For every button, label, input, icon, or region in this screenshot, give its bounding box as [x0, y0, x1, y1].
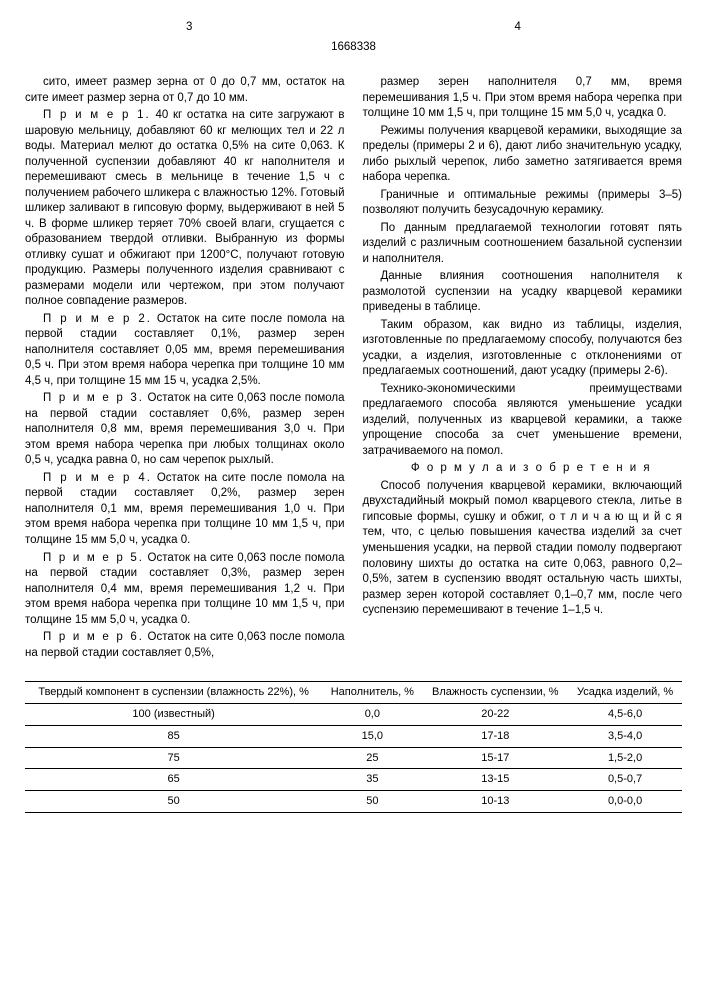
col-header: Твердый компонент в суспензии (влажность…: [25, 682, 322, 704]
para: Граничные и оптимальные режимы (примеры …: [363, 188, 683, 219]
col-header: Усадка изделий, %: [568, 682, 682, 704]
data-table: Твердый компонент в суспензии (влажность…: [25, 681, 682, 813]
example-label: П р и м е р 1.: [43, 109, 151, 121]
left-column: сито, имеет размер зерна от 0 до 0,7 мм,…: [25, 75, 345, 663]
text-columns: сито, имеет размер зерна от 0 до 0,7 мм,…: [25, 75, 682, 663]
example-label: П р и м е р 4.: [43, 472, 152, 484]
para: Режимы получения кварцевой керамики, вых…: [363, 124, 683, 186]
page-left: 3: [186, 20, 192, 36]
example-label: П р и м е р 3.: [43, 392, 144, 404]
example-label: П р и м е р 6.: [43, 631, 144, 643]
table-row: 752515-171,5-2,0: [25, 747, 682, 769]
para: сито, имеет размер зерна от 0 до 0,7 мм,…: [25, 75, 345, 106]
para: П р и м е р 6. Остаток на сите 0,063 пос…: [25, 630, 345, 661]
right-column: размер зерен наполнителя 0,7 мм, время п…: [363, 75, 683, 663]
para: П р и м е р 2. Остаток на сите после пом…: [25, 312, 345, 390]
col-header: Влажность суспензии, %: [422, 682, 568, 704]
page-right: 4: [515, 20, 521, 36]
para: Таким образом, как видно из таблицы, изд…: [363, 318, 683, 380]
table-row: 653513-150,5-0,7: [25, 769, 682, 791]
para: Способ получения кварцевой керамики, вкл…: [363, 479, 683, 619]
col-header: Наполнитель, %: [322, 682, 422, 704]
para: П р и м е р 3. Остаток на сите 0,063 пос…: [25, 391, 345, 469]
para: П р и м е р 5. Остаток на сите 0,063 пос…: [25, 551, 345, 629]
para: размер зерен наполнителя 0,7 мм, время п…: [363, 75, 683, 122]
page-numbers: 3 4: [25, 20, 682, 36]
table-row: 505010-130,0-0,0: [25, 791, 682, 813]
table-row: 8515,017-183,5-4,0: [25, 725, 682, 747]
formula-title: Ф о р м у л а и з о б р е т е н и я: [363, 461, 683, 477]
table-row: 100 (известный)0,020-224,5-6,0: [25, 703, 682, 725]
para: По данным предлагаемой технологии готовя…: [363, 221, 683, 268]
para: П р и м е р 4. Остаток на сите после пом…: [25, 471, 345, 549]
example-label: П р и м е р 2.: [43, 313, 152, 325]
para: Технико-экономическими преимуществами пр…: [363, 382, 683, 460]
table-header-row: Твердый компонент в суспензии (влажность…: [25, 682, 682, 704]
table-body: 100 (известный)0,020-224,5-6,0 8515,017-…: [25, 703, 682, 812]
example-label: П р и м е р 5.: [43, 552, 144, 564]
doc-number: 1668338: [25, 40, 682, 56]
para: П р и м е р 1. 40 кг остатка на сите заг…: [25, 108, 345, 310]
para: Данные влияния соотношения наполнителя к…: [363, 269, 683, 316]
